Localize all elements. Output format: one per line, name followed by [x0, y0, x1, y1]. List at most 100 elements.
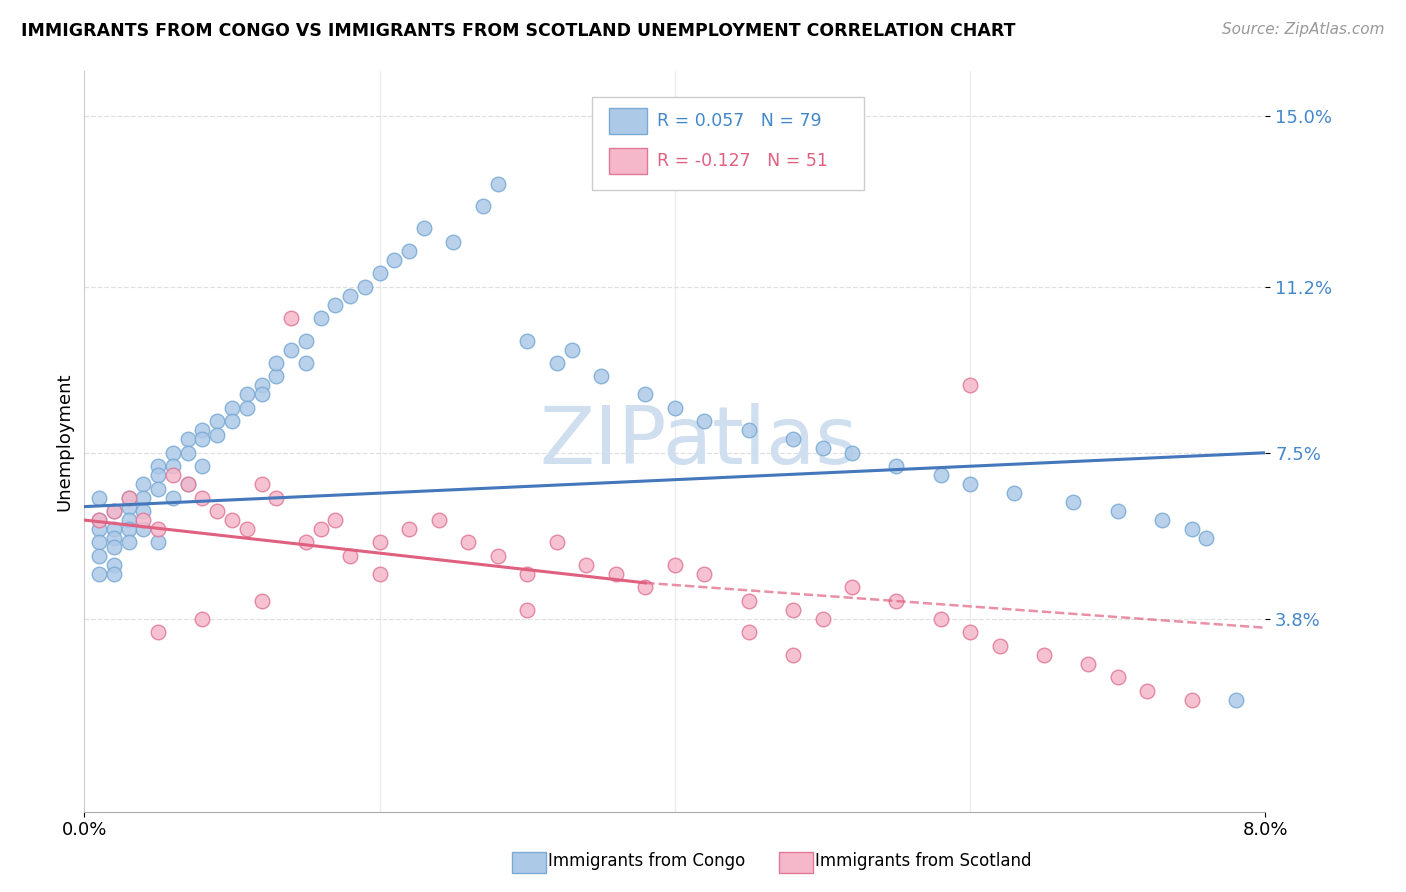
Point	[295, 535, 318, 549]
Point	[1063, 495, 1085, 509]
Point	[339, 549, 361, 563]
Point	[191, 491, 214, 505]
Point	[118, 513, 141, 527]
Point	[1077, 657, 1099, 671]
Text: Source: ZipAtlas.com: Source: ZipAtlas.com	[1222, 22, 1385, 37]
Point	[103, 566, 125, 581]
Point	[191, 423, 214, 437]
Point	[87, 549, 111, 563]
Point	[486, 177, 509, 191]
Point	[221, 414, 243, 428]
Point	[280, 311, 302, 326]
Text: R = 0.057   N = 79: R = 0.057 N = 79	[657, 112, 821, 130]
Point	[177, 477, 200, 491]
Point	[811, 442, 834, 456]
Point	[132, 522, 155, 536]
Point	[1195, 531, 1218, 545]
Point	[886, 594, 908, 608]
Point	[1181, 522, 1204, 536]
Point	[605, 566, 627, 581]
Point	[368, 566, 391, 581]
Point	[354, 279, 377, 293]
Point	[368, 266, 391, 280]
Point	[516, 566, 538, 581]
Point	[191, 432, 214, 446]
Point	[148, 522, 170, 536]
Point	[398, 522, 420, 536]
Point	[162, 446, 184, 460]
Point	[295, 334, 318, 348]
Point	[664, 558, 686, 572]
Point	[250, 594, 273, 608]
Point	[264, 491, 288, 505]
Point	[309, 522, 332, 536]
Point	[811, 612, 834, 626]
Point	[561, 343, 583, 357]
FancyBboxPatch shape	[592, 97, 863, 190]
Point	[221, 401, 243, 415]
Point	[929, 612, 952, 626]
Point	[87, 491, 111, 505]
Point	[87, 566, 111, 581]
Point	[886, 459, 908, 474]
Point	[148, 625, 170, 640]
Point	[1107, 670, 1129, 684]
Text: ZIPatlas: ZIPatlas	[540, 402, 858, 481]
Point	[738, 625, 761, 640]
Point	[87, 535, 111, 549]
Point	[207, 414, 229, 428]
Point	[738, 423, 761, 437]
Point	[959, 625, 981, 640]
Text: Immigrants from Scotland: Immigrants from Scotland	[815, 852, 1032, 870]
Point	[118, 491, 141, 505]
Point	[295, 356, 318, 370]
Point	[87, 522, 111, 536]
Point	[148, 459, 170, 474]
Point	[177, 432, 200, 446]
Point	[162, 468, 184, 483]
Point	[132, 513, 155, 527]
Point	[148, 535, 170, 549]
Point	[693, 414, 716, 428]
Point	[516, 334, 538, 348]
Point	[177, 446, 200, 460]
Point	[959, 477, 981, 491]
Point	[103, 522, 125, 536]
Point	[132, 504, 155, 518]
Point	[413, 221, 436, 235]
Point	[634, 580, 657, 594]
Point	[148, 482, 170, 496]
Point	[782, 432, 804, 446]
Point	[486, 549, 509, 563]
Point	[191, 612, 214, 626]
Point	[427, 513, 450, 527]
FancyBboxPatch shape	[609, 109, 647, 134]
Point	[738, 594, 761, 608]
Text: R = -0.127   N = 51: R = -0.127 N = 51	[657, 152, 828, 170]
Text: Immigrants from Congo: Immigrants from Congo	[548, 852, 745, 870]
Point	[132, 491, 155, 505]
Point	[472, 199, 495, 213]
Point	[103, 504, 125, 518]
Point	[250, 387, 273, 401]
Point	[1150, 513, 1173, 527]
Point	[325, 513, 347, 527]
Point	[235, 387, 259, 401]
Point	[162, 459, 184, 474]
Point	[929, 468, 952, 483]
Point	[309, 311, 332, 326]
Point	[250, 477, 273, 491]
Point	[457, 535, 479, 549]
Point	[988, 639, 1011, 653]
Point	[264, 356, 288, 370]
Point	[1107, 504, 1129, 518]
Point	[1225, 692, 1247, 706]
Point	[841, 580, 863, 594]
Point	[1181, 692, 1204, 706]
Point	[546, 356, 568, 370]
Point	[87, 513, 111, 527]
Point	[546, 535, 568, 549]
Point	[575, 558, 598, 572]
Point	[398, 244, 420, 258]
Point	[591, 369, 613, 384]
